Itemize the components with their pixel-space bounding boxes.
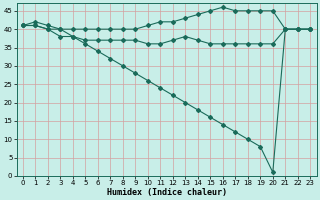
X-axis label: Humidex (Indice chaleur): Humidex (Indice chaleur) bbox=[107, 188, 227, 197]
